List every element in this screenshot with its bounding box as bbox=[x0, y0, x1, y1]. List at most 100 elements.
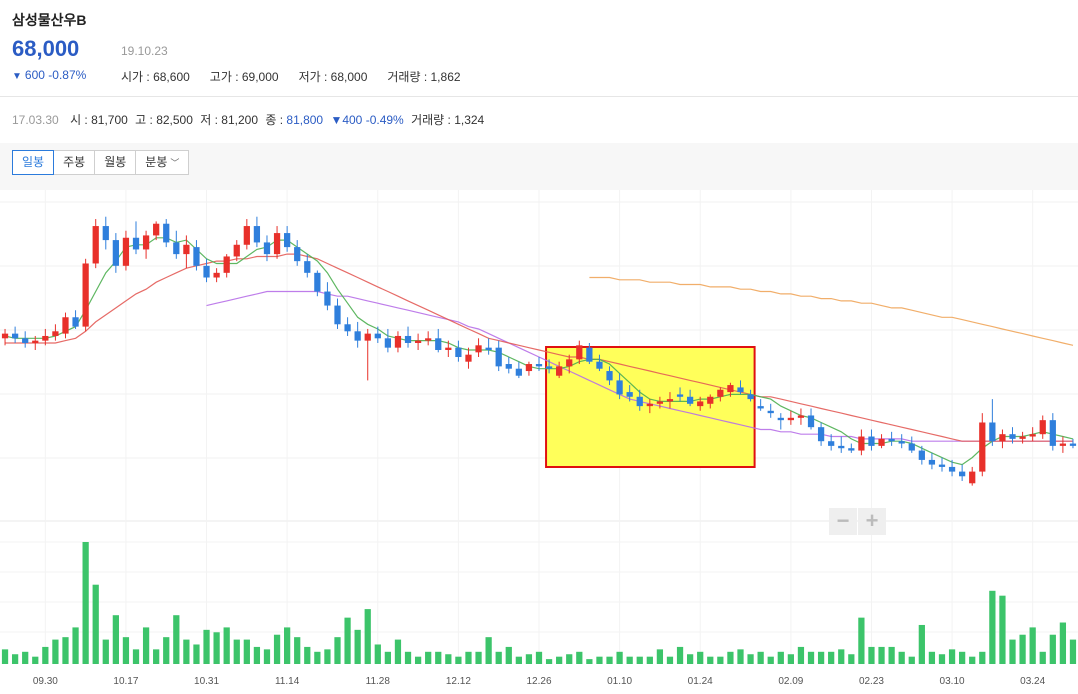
volume-bar bbox=[364, 609, 371, 664]
volume-bar bbox=[1069, 639, 1077, 664]
volume-bar bbox=[294, 637, 301, 664]
volume-bar bbox=[1029, 627, 1036, 664]
x-tick-label: 02.09 bbox=[778, 676, 803, 687]
candle-body bbox=[52, 331, 59, 336]
candle-body bbox=[1039, 420, 1046, 435]
candle-body bbox=[878, 438, 885, 446]
volume-bar bbox=[32, 656, 39, 664]
ohlc-low: 저 : 81,200 bbox=[200, 113, 258, 127]
candle-body bbox=[928, 459, 936, 465]
candle-body bbox=[475, 345, 482, 353]
stock-chart[interactable]: 09.30 10.17 10.31 11.14 11.28 12.12 12.26 01.10… bbox=[0, 190, 1078, 694]
volume-bar bbox=[707, 656, 714, 664]
volume-bar bbox=[959, 651, 966, 664]
candle-body bbox=[566, 359, 573, 367]
x-tick-label: 03.10 bbox=[940, 676, 965, 687]
candle-body bbox=[948, 466, 956, 472]
ohlc-volume: 거래량 : 1,324 bbox=[411, 113, 485, 127]
volume-bar bbox=[596, 656, 603, 664]
candle-body bbox=[445, 347, 452, 350]
volume-bar bbox=[132, 649, 140, 664]
tab-monthly[interactable]: 월봉 bbox=[94, 150, 136, 175]
volume-bar bbox=[525, 654, 533, 664]
candle-body bbox=[747, 394, 754, 400]
volume-bar bbox=[515, 656, 522, 664]
candle-body bbox=[717, 389, 724, 397]
candle-body bbox=[828, 441, 835, 446]
candle-body bbox=[142, 235, 150, 250]
tab-minute[interactable]: 분봉 ﹀ bbox=[135, 150, 190, 175]
volume-bar bbox=[666, 656, 674, 664]
volume-bar bbox=[203, 629, 210, 664]
candle-body bbox=[435, 338, 442, 350]
candle-body bbox=[656, 401, 664, 404]
x-tick-label: 11.14 bbox=[275, 676, 300, 687]
volume-bar bbox=[455, 656, 462, 664]
volume-bar bbox=[193, 644, 200, 664]
candle-body bbox=[203, 265, 210, 278]
volume-bar bbox=[938, 654, 946, 664]
volume-bar bbox=[394, 639, 402, 664]
volume-bar bbox=[898, 651, 905, 664]
volume-bar bbox=[344, 617, 351, 664]
volume-bar bbox=[163, 637, 170, 664]
candle-body bbox=[1069, 443, 1077, 446]
candle-body bbox=[253, 226, 261, 243]
candle-body bbox=[122, 237, 130, 266]
candle-body bbox=[938, 464, 946, 467]
volume-bar bbox=[324, 649, 331, 664]
high-stat: 고가 : 69,000 bbox=[209, 70, 279, 84]
zoom-out-button[interactable]: − bbox=[829, 508, 857, 535]
candle-body bbox=[999, 434, 1006, 442]
candle-body bbox=[535, 364, 543, 367]
volume-bar bbox=[817, 651, 825, 664]
volume-bar bbox=[888, 646, 895, 664]
candle-body bbox=[324, 291, 331, 306]
volume-bar bbox=[838, 649, 845, 664]
x-tick-label: 10.17 bbox=[113, 676, 138, 687]
tab-monthly-label: 월봉 bbox=[104, 155, 127, 169]
candle-body bbox=[314, 272, 321, 292]
volume-bar bbox=[797, 646, 805, 664]
volume-bar bbox=[284, 627, 291, 664]
candle-body bbox=[344, 324, 351, 332]
candle-body bbox=[777, 417, 784, 421]
volume-bar bbox=[979, 651, 986, 664]
ohlc-open: 시 : 81,700 bbox=[70, 113, 128, 127]
candle-body bbox=[223, 256, 230, 273]
candle-body bbox=[556, 366, 563, 376]
candle-body bbox=[153, 223, 160, 236]
candle-body bbox=[515, 368, 522, 376]
volume-bar bbox=[727, 651, 734, 664]
zoom-control: − + bbox=[829, 508, 887, 535]
volume-bar bbox=[586, 659, 593, 664]
ohlc-readout: 17.03.30 시 : 81,700 고 : 82,500 저 : 81,20… bbox=[12, 111, 484, 128]
candle-body bbox=[606, 371, 613, 381]
volume-bar bbox=[22, 651, 29, 664]
candle-body bbox=[334, 305, 341, 325]
zoom-in-button[interactable]: + bbox=[858, 508, 886, 535]
volume-bar bbox=[374, 644, 381, 664]
candle-body bbox=[102, 226, 109, 241]
candle-body bbox=[586, 347, 593, 362]
tab-daily[interactable]: 일봉 bbox=[12, 150, 55, 175]
candle-body bbox=[11, 333, 19, 339]
volume-bar bbox=[263, 649, 271, 664]
candle-body bbox=[505, 364, 512, 369]
volume-bar bbox=[697, 651, 704, 664]
volume-bar bbox=[737, 649, 744, 664]
volume-bar bbox=[102, 639, 109, 664]
volume-bar bbox=[142, 627, 150, 664]
candle-body bbox=[868, 436, 875, 446]
candle-body bbox=[666, 399, 674, 402]
candle-body bbox=[404, 335, 412, 343]
candle-body bbox=[92, 226, 99, 264]
down-arrow-icon: ▼ bbox=[12, 71, 22, 82]
candle-body bbox=[414, 340, 422, 343]
volume-bar bbox=[425, 651, 432, 664]
low-stat: 저가 : 68,000 bbox=[298, 70, 368, 84]
candle-body bbox=[737, 387, 744, 393]
x-tick-label: 12.12 bbox=[446, 676, 471, 687]
ohlc-date: 17.03.30 bbox=[12, 113, 59, 127]
tab-weekly[interactable]: 주봉 bbox=[54, 150, 95, 175]
